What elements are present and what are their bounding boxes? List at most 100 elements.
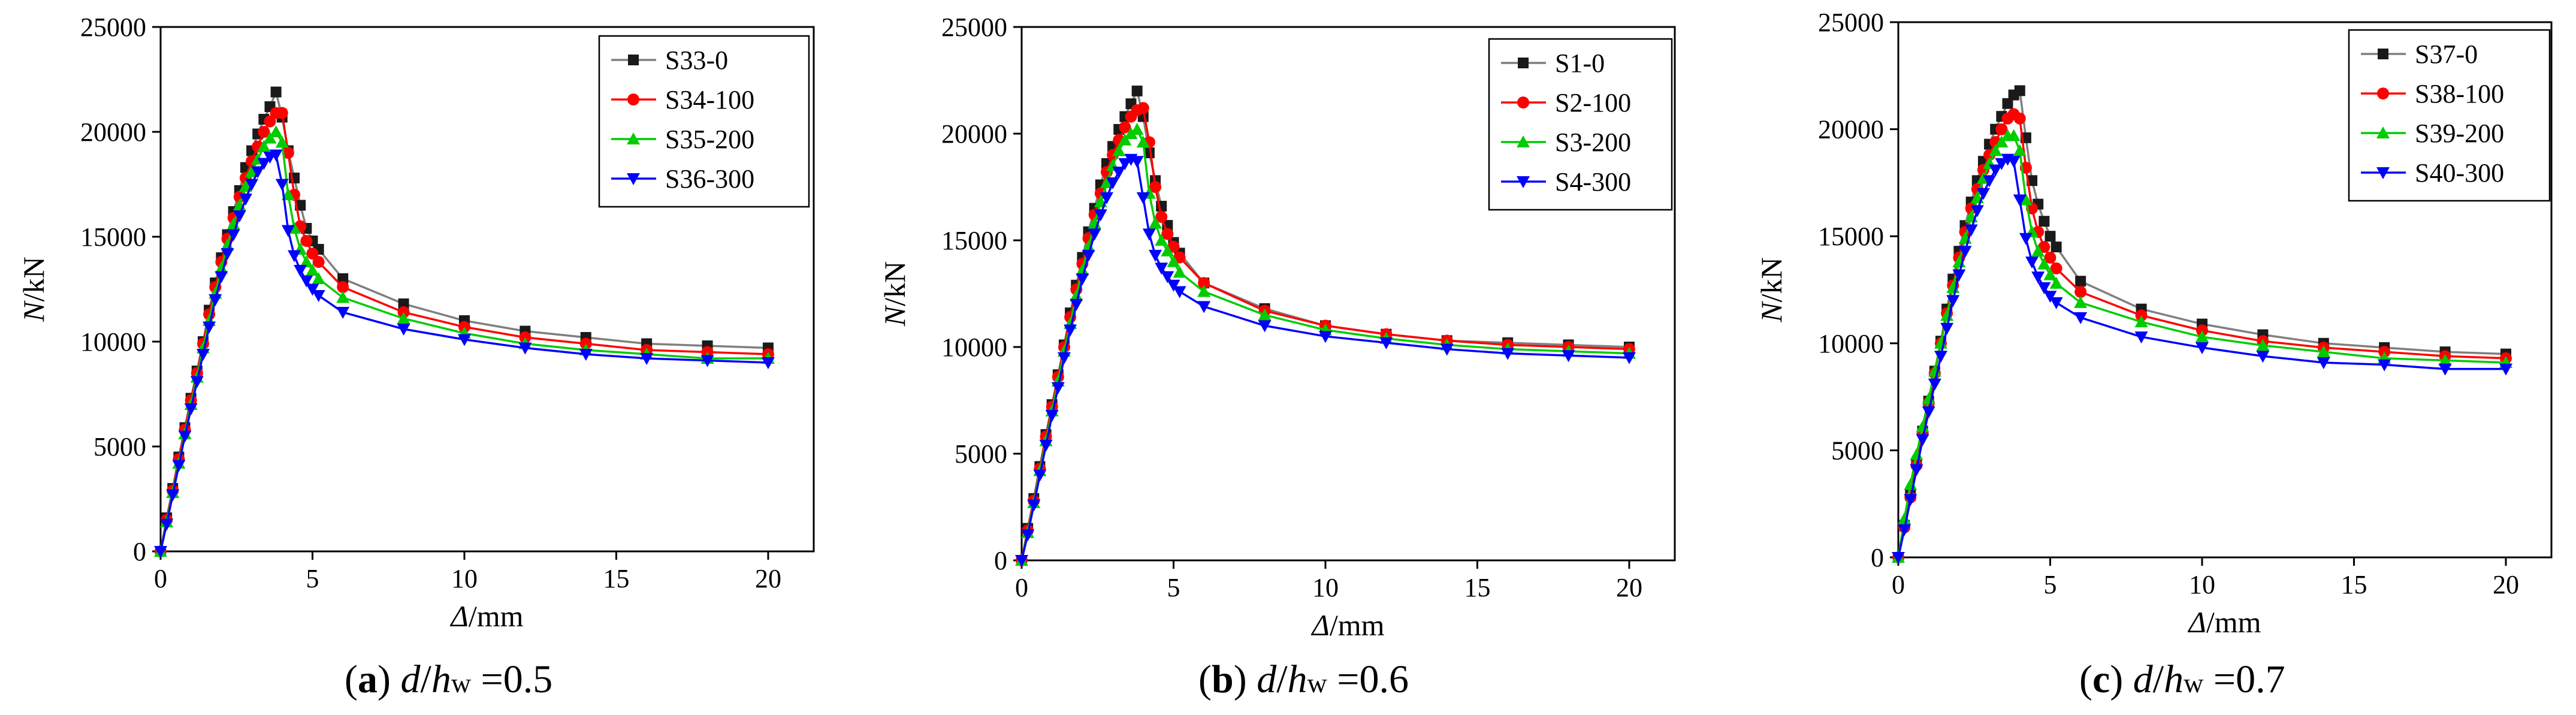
data-point [2014,85,2025,96]
data-point [1118,133,1132,146]
data-point [1910,464,1923,476]
data-point [1904,494,1917,506]
data-point [306,283,319,296]
data-point [1379,337,1393,349]
caption-open: ( [2079,657,2092,701]
x-tick-label: 5 [1167,573,1180,602]
y-tick-label: 5000 [1831,436,1884,465]
data-point [300,255,313,267]
x-tick-label: 20 [1616,573,1642,602]
caption-equals: = [471,657,503,701]
x-axis-title: Δ/mm [2187,605,2261,639]
data-point [1995,123,2008,135]
legend-marker [627,132,640,144]
x-tick-label: 0 [1892,570,1905,599]
legend-marker [1517,96,1529,108]
chart-panel-1: 0 5 10 15 20 0 5000 10000 15000 20000 25000 Δ/mm N/k… [17,13,815,701]
x-tick-label: 0 [1015,573,1028,602]
data-point [238,194,252,206]
data-point [2007,129,2021,141]
caption-var2: h [1288,657,1307,701]
data-point [275,179,289,191]
data-point [1021,529,1035,542]
panel-caption: (a) d/hw =0.5 [345,657,552,701]
caption-slash: / [2153,657,2164,701]
data-point [215,271,228,283]
data-point [1155,234,1168,246]
legend-marker [2376,167,2390,179]
data-point [336,307,350,319]
caption-letter: a [358,657,378,701]
data-point [1142,228,1156,241]
data-point [2317,357,2330,369]
y-tick-label: 25000 [80,13,146,42]
legend-label: S36-300 [665,164,754,194]
data-point [1995,135,2009,148]
data-point [2074,312,2088,324]
data-point [282,147,294,159]
series-S40-300 [1892,153,2512,564]
caption-var2: h [431,657,451,701]
data-point [2013,144,2027,156]
data-point [1124,127,1138,139]
data-point [1155,263,1168,275]
data-point [1119,121,1131,134]
data-point [1130,156,1144,168]
y-axis-title: N/kN [1754,257,1788,322]
data-point [1946,295,1960,307]
data-point [2002,98,2013,109]
data-point [2019,233,2033,245]
data-point [2074,286,2087,298]
x-axis-unit: /mm [1330,608,1385,642]
data-point [1118,158,1132,170]
data-point [184,403,198,415]
data-point [1076,263,1089,276]
data-point [2195,342,2209,354]
data-point [398,298,409,309]
y-tick-label: 0 [1871,543,1884,572]
data-point [1976,188,1990,200]
data-point [2039,216,2050,227]
data-point [294,265,307,277]
data-point [1898,512,1911,524]
data-point [257,158,271,170]
data-point [518,342,532,355]
data-point [172,460,186,472]
data-point [1136,135,1150,148]
y-tick-label: 5000 [955,439,1007,469]
data-point [1161,228,1174,240]
data-point [245,165,259,177]
data-point [203,321,216,334]
x-axis-title: Δ/mm [1310,608,1384,642]
data-point [1198,277,1210,289]
y-tick-label: 10000 [941,333,1007,362]
series-line [1020,158,1630,561]
data-point [281,225,295,237]
x-axis-symbol: Δ [449,599,468,633]
data-point [276,107,288,119]
data-point [1064,324,1077,337]
caption-slash: / [420,657,431,701]
data-point [1622,352,1636,364]
data-point [1922,406,1935,419]
legend-label: S34-100 [665,85,754,114]
series-S36-300 [154,149,775,558]
data-point [2195,330,2209,343]
y-axis-symbol: N [17,300,50,322]
data-point [2031,245,2045,257]
caption-subscript: w [1307,668,1328,698]
data-point [1136,192,1150,204]
y-tick-label: 20000 [80,117,146,147]
y-axis-symbol: N [878,304,911,327]
data-point [1149,249,1162,262]
y-axis-unit: /kN [1754,257,1788,302]
data-point [1440,343,1454,356]
data-point [1562,350,1575,363]
data-point [281,188,295,200]
legend-label: S35-200 [665,125,754,154]
data-point [154,546,167,558]
data-point [251,166,265,179]
y-tick-label: 20000 [1818,115,1884,144]
legend-label: S33-0 [665,46,728,75]
